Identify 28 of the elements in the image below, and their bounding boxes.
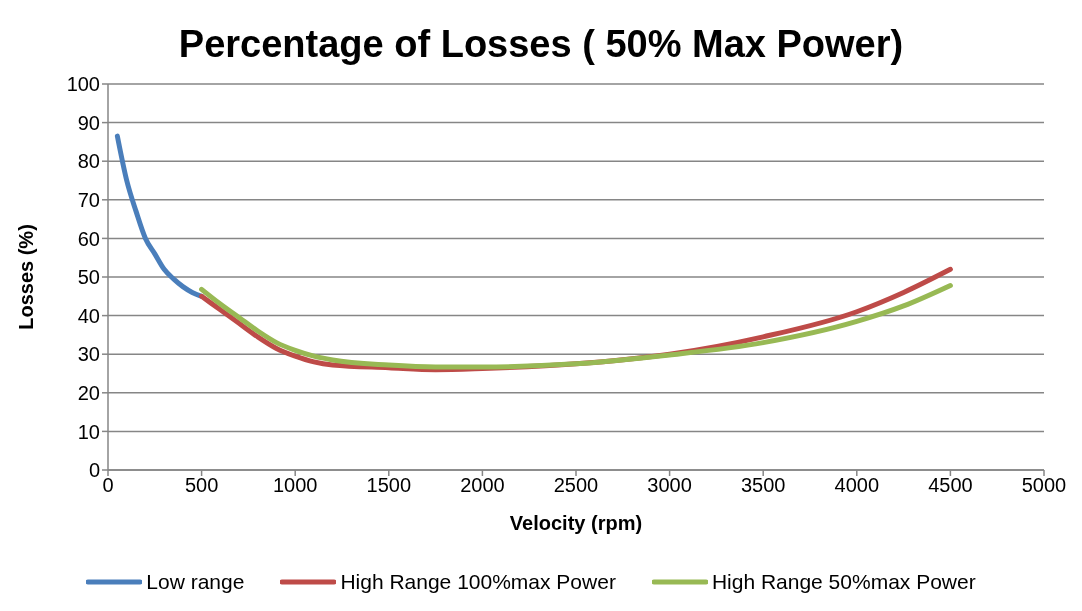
- x-tick-label: 3000: [647, 474, 692, 497]
- y-tick-label: 80: [77, 150, 100, 173]
- x-tick-label: 4000: [834, 474, 880, 497]
- x-tick-label: 3500: [740, 474, 786, 497]
- y-tick-label: 40: [77, 304, 100, 327]
- chart-title: Percentage of Losses ( 50% Max Power): [177, 22, 905, 67]
- y-tick-label: 60: [77, 227, 100, 250]
- y-tick-label: 30: [77, 343, 100, 366]
- x-tick-label: 500: [184, 474, 219, 497]
- y-tick-label: 50: [77, 266, 100, 289]
- y-tick-label: 70: [77, 188, 100, 211]
- y-tick-label: 20: [77, 381, 100, 404]
- y-tick-label: 10: [77, 420, 100, 443]
- x-tick-label: 2000: [460, 474, 505, 497]
- legend-label: Low range: [146, 570, 245, 594]
- x-tick-label: 1500: [366, 474, 412, 497]
- x-tick-label: 1000: [272, 474, 318, 497]
- x-tick-label: 0: [102, 474, 114, 497]
- y-tick-label: 90: [77, 111, 100, 134]
- x-axis-title: Velocity (rpm): [509, 512, 643, 534]
- y-tick-label: 0: [88, 459, 100, 482]
- legend-label: High Range 50%max Power: [711, 570, 976, 594]
- legend-label: High Range 100%max Power: [340, 570, 616, 594]
- y-axis-title: Losses (%): [15, 224, 38, 330]
- x-tick-label: 4500: [928, 474, 973, 497]
- x-tick-label: 2500: [553, 474, 599, 497]
- y-tick-label: 100: [66, 73, 100, 96]
- x-tick-label: 5000: [1021, 474, 1067, 497]
